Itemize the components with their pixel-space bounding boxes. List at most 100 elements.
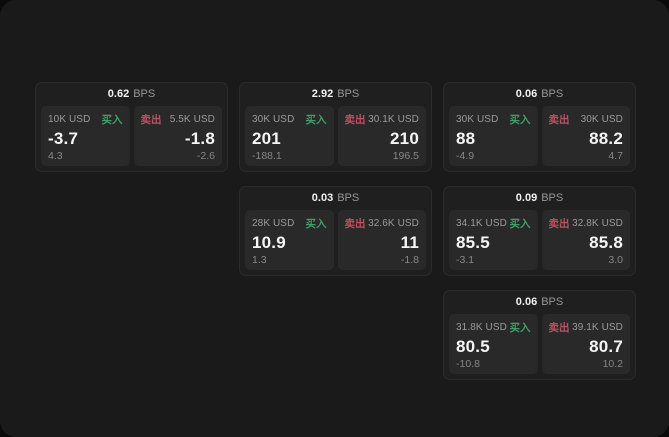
buy-price: 10.9 [252, 232, 286, 252]
buy-amount: 30K USD [252, 114, 295, 125]
sell-sub-value: 3.0 [608, 253, 623, 266]
quote-card-5: 0.09 BPS 34.1K USD 买入 85.5 -3.1 卖出 32.8K… [443, 186, 636, 276]
buy-panel[interactable]: 30K USD 买入 201 -188.1 [245, 106, 334, 166]
sell-panel[interactable]: 卖出 32.8K USD 85.8 3.0 [541, 210, 630, 270]
bps-unit-label: BPS [337, 192, 360, 204]
quote-card-6: 0.06 BPS 31.8K USD 买入 80.5 -10.8 卖出 39.1… [443, 290, 636, 380]
quote-card-body: 10K USD 买入 -3.7 4.3 卖出 5.5K USD -1.8 -2.… [36, 106, 227, 171]
buy-panel-top: 31.8K USD 买入 [456, 320, 531, 335]
sell-panel-top: 卖出 30.1K USD [345, 112, 420, 127]
sell-amount: 5.5K USD [169, 114, 215, 125]
buy-price: 88 [456, 128, 476, 148]
buy-side-label: 买入 [101, 114, 123, 126]
bps-header: 0.03 BPS [240, 187, 431, 210]
buy-panel[interactable]: 34.1K USD 买入 85.5 -3.1 [449, 210, 538, 270]
bps-value: 0.03 [311, 192, 334, 204]
buy-panel[interactable]: 31.8K USD 买入 80.5 -10.8 [449, 314, 538, 374]
buy-amount: 31.8K USD [456, 322, 507, 333]
quote-card-2: 2.92 BPS 30K USD 买入 201 -188.1 卖出 30.1K … [239, 82, 432, 172]
sell-amount: 32.8K USD [572, 218, 623, 229]
quote-card-body: 34.1K USD 买入 85.5 -3.1 卖出 32.8K USD 85.8… [444, 210, 635, 275]
sell-panel[interactable]: 卖出 30K USD 88.2 4.7 [541, 106, 630, 166]
buy-sub-value: -3.1 [456, 253, 475, 266]
sell-panel[interactable]: 卖出 30.1K USD 210 196.5 [337, 106, 426, 166]
sell-sub-value: 4.7 [608, 149, 623, 162]
buy-panel[interactable]: 10K USD 买入 -3.7 4.3 [41, 106, 130, 166]
sell-panel[interactable]: 卖出 5.5K USD -1.8 -2.6 [133, 106, 222, 166]
quote-card-body: 30K USD 买入 88 -4.9 卖出 30K USD 88.2 4.7 [444, 106, 635, 171]
quote-card-body: 30K USD 买入 201 -188.1 卖出 30.1K USD 210 1… [240, 106, 431, 171]
bps-unit-label: BPS [133, 88, 156, 100]
sell-panel-top: 卖出 30K USD [549, 112, 624, 127]
quote-card-body: 31.8K USD 买入 80.5 -10.8 卖出 39.1K USD 80.… [444, 314, 635, 379]
quote-card-4: 0.03 BPS 28K USD 买入 10.9 1.3 卖出 32.6K US… [239, 186, 432, 276]
buy-side-label: 买入 [305, 218, 327, 230]
sell-side-label: 卖出 [140, 114, 162, 126]
buy-panel[interactable]: 28K USD 买入 10.9 1.3 [245, 210, 334, 270]
buy-price: 80.5 [456, 336, 490, 356]
bps-header: 0.06 BPS [444, 83, 635, 106]
sell-sub-value: 10.2 [602, 357, 623, 370]
buy-price: 201 [252, 128, 281, 148]
bps-unit-label: BPS [541, 192, 564, 204]
quote-card-3: 0.06 BPS 30K USD 买入 88 -4.9 卖出 30K USD [443, 82, 636, 172]
buy-side-label: 买入 [509, 218, 531, 230]
buy-panel-top: 30K USD 买入 [252, 112, 327, 127]
buy-price: -3.7 [48, 128, 79, 148]
sell-side-label: 卖出 [548, 114, 570, 126]
bps-unit-label: BPS [541, 88, 564, 100]
sell-panel-top: 卖出 39.1K USD [549, 320, 624, 335]
bps-unit-label: BPS [541, 296, 564, 308]
sell-price: 11 [400, 232, 419, 252]
sell-panel-top: 卖出 32.6K USD [345, 216, 420, 231]
sell-price: 85.8 [589, 232, 623, 252]
buy-amount: 10K USD [48, 114, 91, 125]
sell-panel[interactable]: 卖出 39.1K USD 80.7 10.2 [541, 314, 630, 374]
buy-sub-value: 4.3 [48, 149, 63, 162]
bps-value: 2.92 [311, 88, 334, 100]
sell-side-label: 卖出 [344, 218, 366, 230]
sell-amount: 39.1K USD [572, 322, 623, 333]
bps-value: 0.09 [515, 192, 538, 204]
buy-amount: 34.1K USD [456, 218, 507, 229]
sell-panel-top: 卖出 32.8K USD [549, 216, 624, 231]
buy-sub-value: -10.8 [456, 357, 480, 370]
bps-value: 0.06 [515, 296, 538, 308]
bps-header: 0.06 BPS [444, 291, 635, 314]
buy-side-label: 买入 [509, 114, 531, 126]
bps-unit-label: BPS [337, 88, 360, 100]
sell-sub-value: -1.8 [400, 253, 419, 266]
sell-panel-top: 卖出 5.5K USD [141, 112, 216, 127]
sell-price: 210 [390, 128, 419, 148]
sell-amount: 30.1K USD [368, 114, 419, 125]
buy-panel[interactable]: 30K USD 买入 88 -4.9 [449, 106, 538, 166]
sell-sub-value: 196.5 [392, 149, 419, 162]
sell-price: -1.8 [184, 128, 215, 148]
bps-header: 0.62 BPS [36, 83, 227, 106]
sell-sub-value: -2.6 [196, 149, 215, 162]
sell-side-label: 卖出 [344, 114, 366, 126]
sell-side-label: 卖出 [548, 218, 570, 230]
buy-amount: 30K USD [456, 114, 499, 125]
bps-header: 0.09 BPS [444, 187, 635, 210]
sell-panel[interactable]: 卖出 32.6K USD 11 -1.8 [337, 210, 426, 270]
buy-side-label: 买入 [305, 114, 327, 126]
quote-card-body: 28K USD 买入 10.9 1.3 卖出 32.6K USD 11 -1.8 [240, 210, 431, 275]
sell-side-label: 卖出 [548, 322, 570, 334]
quote-card-1: 0.62 BPS 10K USD 买入 -3.7 4.3 卖出 5.5K USD [35, 82, 228, 172]
sell-price: 88.2 [589, 128, 623, 148]
buy-panel-top: 10K USD 买入 [48, 112, 123, 127]
buy-sub-value: -188.1 [252, 149, 282, 162]
bps-header: 2.92 BPS [240, 83, 431, 106]
buy-panel-top: 28K USD 买入 [252, 216, 327, 231]
quote-cards-grid: 0.62 BPS 10K USD 买入 -3.7 4.3 卖出 5.5K USD [35, 82, 636, 380]
buy-sub-value: -4.9 [456, 149, 475, 162]
buy-panel-top: 34.1K USD 买入 [456, 216, 531, 231]
buy-amount: 28K USD [252, 218, 295, 229]
sell-price: 80.7 [589, 336, 623, 356]
buy-price: 85.5 [456, 232, 490, 252]
bps-value: 0.62 [107, 88, 130, 100]
buy-side-label: 买入 [509, 322, 531, 334]
sell-amount: 30K USD [580, 114, 623, 125]
